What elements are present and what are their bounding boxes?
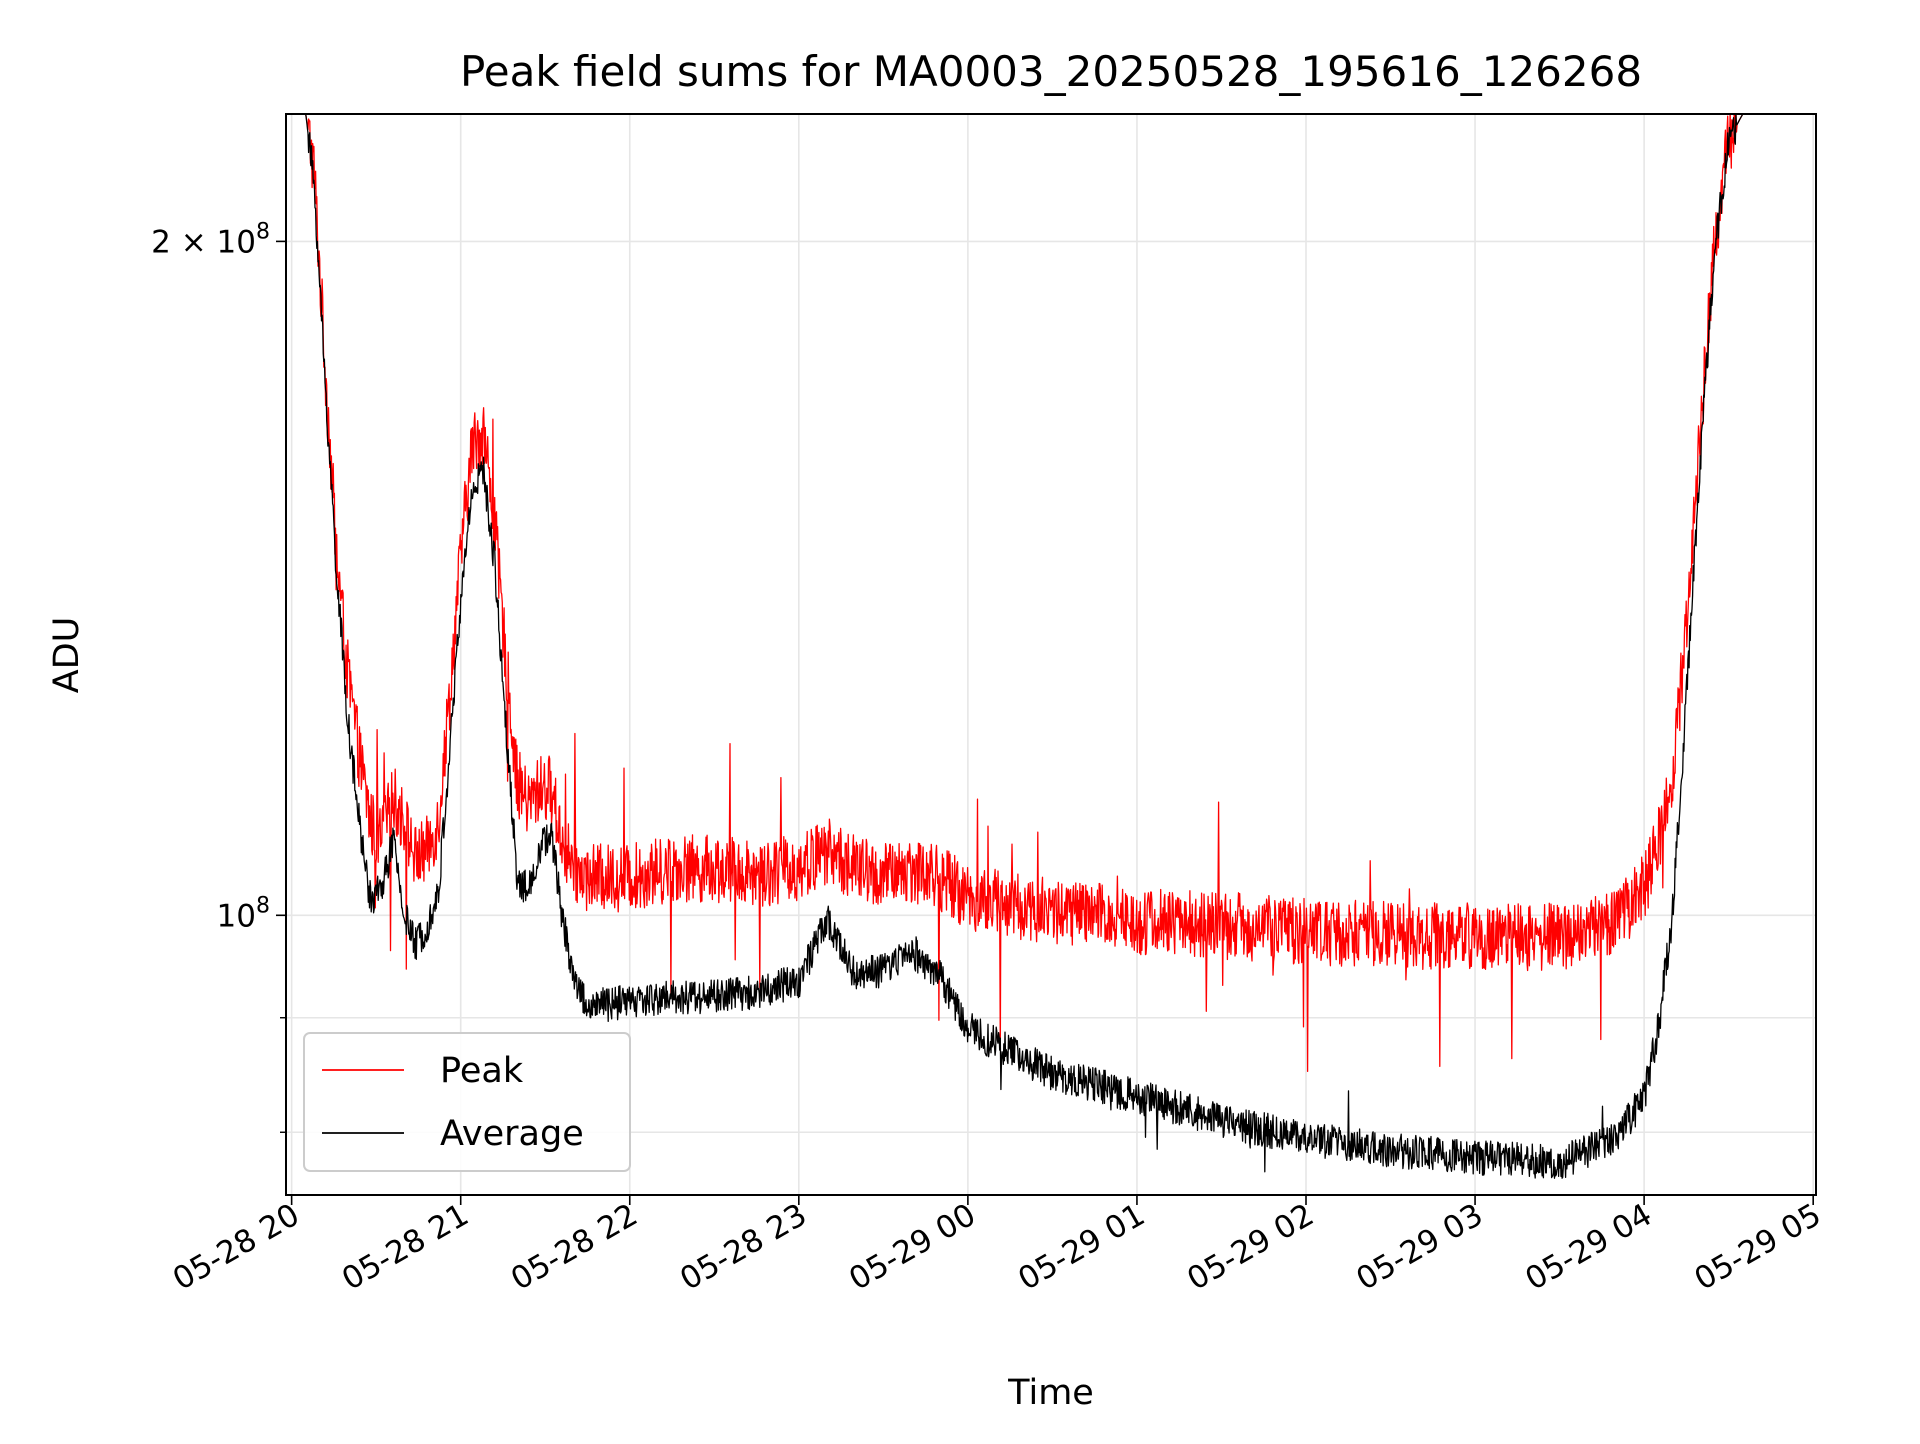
legend-label-peak: Peak: [440, 1051, 524, 1091]
y-tick-label: 2 × 108: [151, 219, 270, 260]
plot-frame: [285, 113, 1817, 1196]
series-line-average: [291, 114, 1814, 1179]
x-axis-label: Time: [1007, 1373, 1094, 1413]
legend-label-average: Average: [440, 1114, 584, 1154]
y-axis-label: ADU: [47, 617, 87, 694]
series-line-peak: [291, 114, 1814, 1073]
legend: Peak Average: [303, 1032, 631, 1172]
y-tick-label: 108: [217, 893, 270, 934]
chart-title: Peak field sums for MA0003_20250528_1956…: [460, 47, 1642, 96]
legend-box: [303, 1032, 631, 1172]
